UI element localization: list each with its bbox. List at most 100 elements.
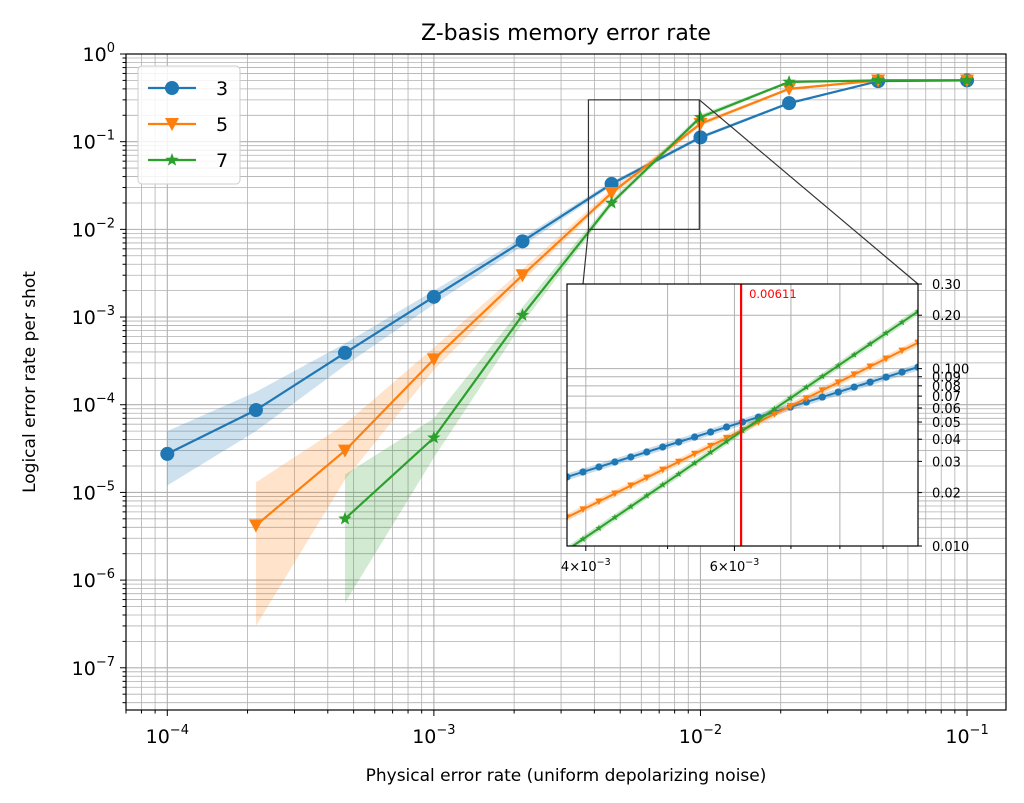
inset-x-tick-label: 4×10−3 xyxy=(561,557,611,575)
inset-y-tick-label: 0.08 xyxy=(932,380,961,395)
point-series-5 xyxy=(515,269,530,283)
inset-point-3 xyxy=(914,363,918,371)
inset-point-3 xyxy=(595,463,603,471)
main-y-tick-labels: 10−7 10−6 10−5 10−4 10−3 10−2 10−1 100 xyxy=(72,41,115,680)
line-series-3 xyxy=(166,79,968,455)
inset-point-7 xyxy=(579,535,587,543)
x-tick-label: 10−2 xyxy=(679,723,722,748)
inset-series xyxy=(564,307,918,553)
point-series-7 xyxy=(427,430,441,444)
inset-point-7 xyxy=(866,340,874,347)
zoom-rectangle xyxy=(587,99,700,230)
y-axis-label: Logical error rate per shot xyxy=(20,271,40,493)
inset-point-3 xyxy=(567,473,571,481)
inset-point-5 xyxy=(567,514,571,521)
point-series-5 xyxy=(337,444,352,458)
inset-point-7 xyxy=(898,318,906,326)
point-series-5 xyxy=(248,519,263,533)
inset-y-tick-label: 0.09 xyxy=(932,371,961,386)
y-tick-label: 10−3 xyxy=(72,304,115,329)
zoom-connector xyxy=(582,229,590,285)
inset-y-tick-label: 0.010 xyxy=(932,540,969,555)
point-series-7 xyxy=(515,308,530,321)
inset-y-tick-label: 0.07 xyxy=(932,390,961,405)
inset-band-7 xyxy=(567,308,918,546)
point-series-3 xyxy=(160,446,175,461)
legend-marker-7 xyxy=(165,153,179,166)
main-gridlines xyxy=(125,53,1006,710)
inset-point-7 xyxy=(755,416,762,423)
inset-x-tick-labels: 4×10−3 6×10−3 xyxy=(561,546,884,575)
inset-point-5 xyxy=(579,506,587,514)
inset-point-5 xyxy=(866,363,874,371)
inset-point-3 xyxy=(643,448,651,456)
inset-y-tick-label: 0.20 xyxy=(932,309,961,324)
zoom-indicator xyxy=(582,99,919,285)
inset-point-7 xyxy=(739,427,746,434)
inset-point-5 xyxy=(595,498,603,506)
inset-background xyxy=(567,284,918,546)
inset-point-5 xyxy=(659,466,667,474)
inset-point-3 xyxy=(818,393,826,401)
inset-frame xyxy=(566,283,919,547)
legend: 3 5 7 xyxy=(137,65,241,185)
inset-point-3 xyxy=(659,443,667,451)
inset-point-5 xyxy=(834,379,842,387)
inset-point-3 xyxy=(722,423,731,431)
inset-point-3 xyxy=(627,453,635,461)
inset-point-5 xyxy=(898,347,906,355)
inset-y-tick-label: 0.03 xyxy=(932,455,961,470)
point-series-7 xyxy=(960,73,974,87)
inset-point-3 xyxy=(834,388,842,396)
point-series-3 xyxy=(515,234,530,249)
x-tick-label: 10−4 xyxy=(146,723,189,748)
inset-point-7 xyxy=(786,394,794,402)
point-series-3 xyxy=(426,289,441,304)
inset-point-5 xyxy=(850,371,858,379)
y-tick-label: 10−4 xyxy=(72,392,115,417)
x-tick-label: 10−3 xyxy=(412,723,455,748)
main-x-tick-labels: 10−4 10−3 10−2 10−1 xyxy=(146,723,989,748)
line-series-7 xyxy=(344,79,968,520)
legend-marker-3 xyxy=(165,81,179,95)
inset-point-7 xyxy=(564,546,571,553)
point-series-7 xyxy=(871,73,885,87)
inset-point-5 xyxy=(627,482,635,490)
inset-point-3 xyxy=(611,458,619,466)
point-series-3 xyxy=(337,345,352,360)
inset-point-5 xyxy=(611,490,619,498)
point-series-7 xyxy=(338,511,352,525)
point-series-7 xyxy=(604,195,619,209)
inset-gridlines xyxy=(567,284,918,546)
x-axis-label: Physical error rate (uniform depolarizin… xyxy=(366,766,767,786)
inset-point-5 xyxy=(706,442,715,450)
inset-zoom-chart: 0.00611 4×10−3 6×10−3 0.30 0.20 0.1000.090.08… xyxy=(561,278,969,575)
point-series-3 xyxy=(782,96,797,111)
inset-point-3 xyxy=(882,373,890,381)
inset-point-7 xyxy=(691,459,699,467)
zoom-connector xyxy=(698,99,919,285)
point-series-7 xyxy=(782,74,796,88)
inset-point-7 xyxy=(595,524,603,532)
inset-point-3 xyxy=(738,418,747,426)
y-tick-label: 10−6 xyxy=(72,567,115,592)
inset-point-5 xyxy=(914,339,918,347)
inset-point-7 xyxy=(723,437,730,445)
inset-point-3 xyxy=(675,438,683,446)
inset-y-tick-label: 0.100 xyxy=(932,363,969,378)
inset-y-tick-label: 0.02 xyxy=(932,487,961,502)
inset-point-3 xyxy=(579,468,587,476)
inset-point-5 xyxy=(675,458,683,466)
legend-label-3: 3 xyxy=(216,78,228,100)
point-series-5 xyxy=(426,353,441,367)
inset-point-7 xyxy=(818,372,826,380)
y-tick-label: 10−7 xyxy=(72,655,115,680)
legend-marker-5 xyxy=(165,118,179,131)
point-series-3 xyxy=(693,130,708,145)
inset-point-7 xyxy=(627,502,635,510)
plot-frame xyxy=(125,53,1007,711)
inset-point-5 xyxy=(786,403,794,410)
inset-point-7 xyxy=(850,351,858,358)
inset-point-7 xyxy=(643,492,651,499)
